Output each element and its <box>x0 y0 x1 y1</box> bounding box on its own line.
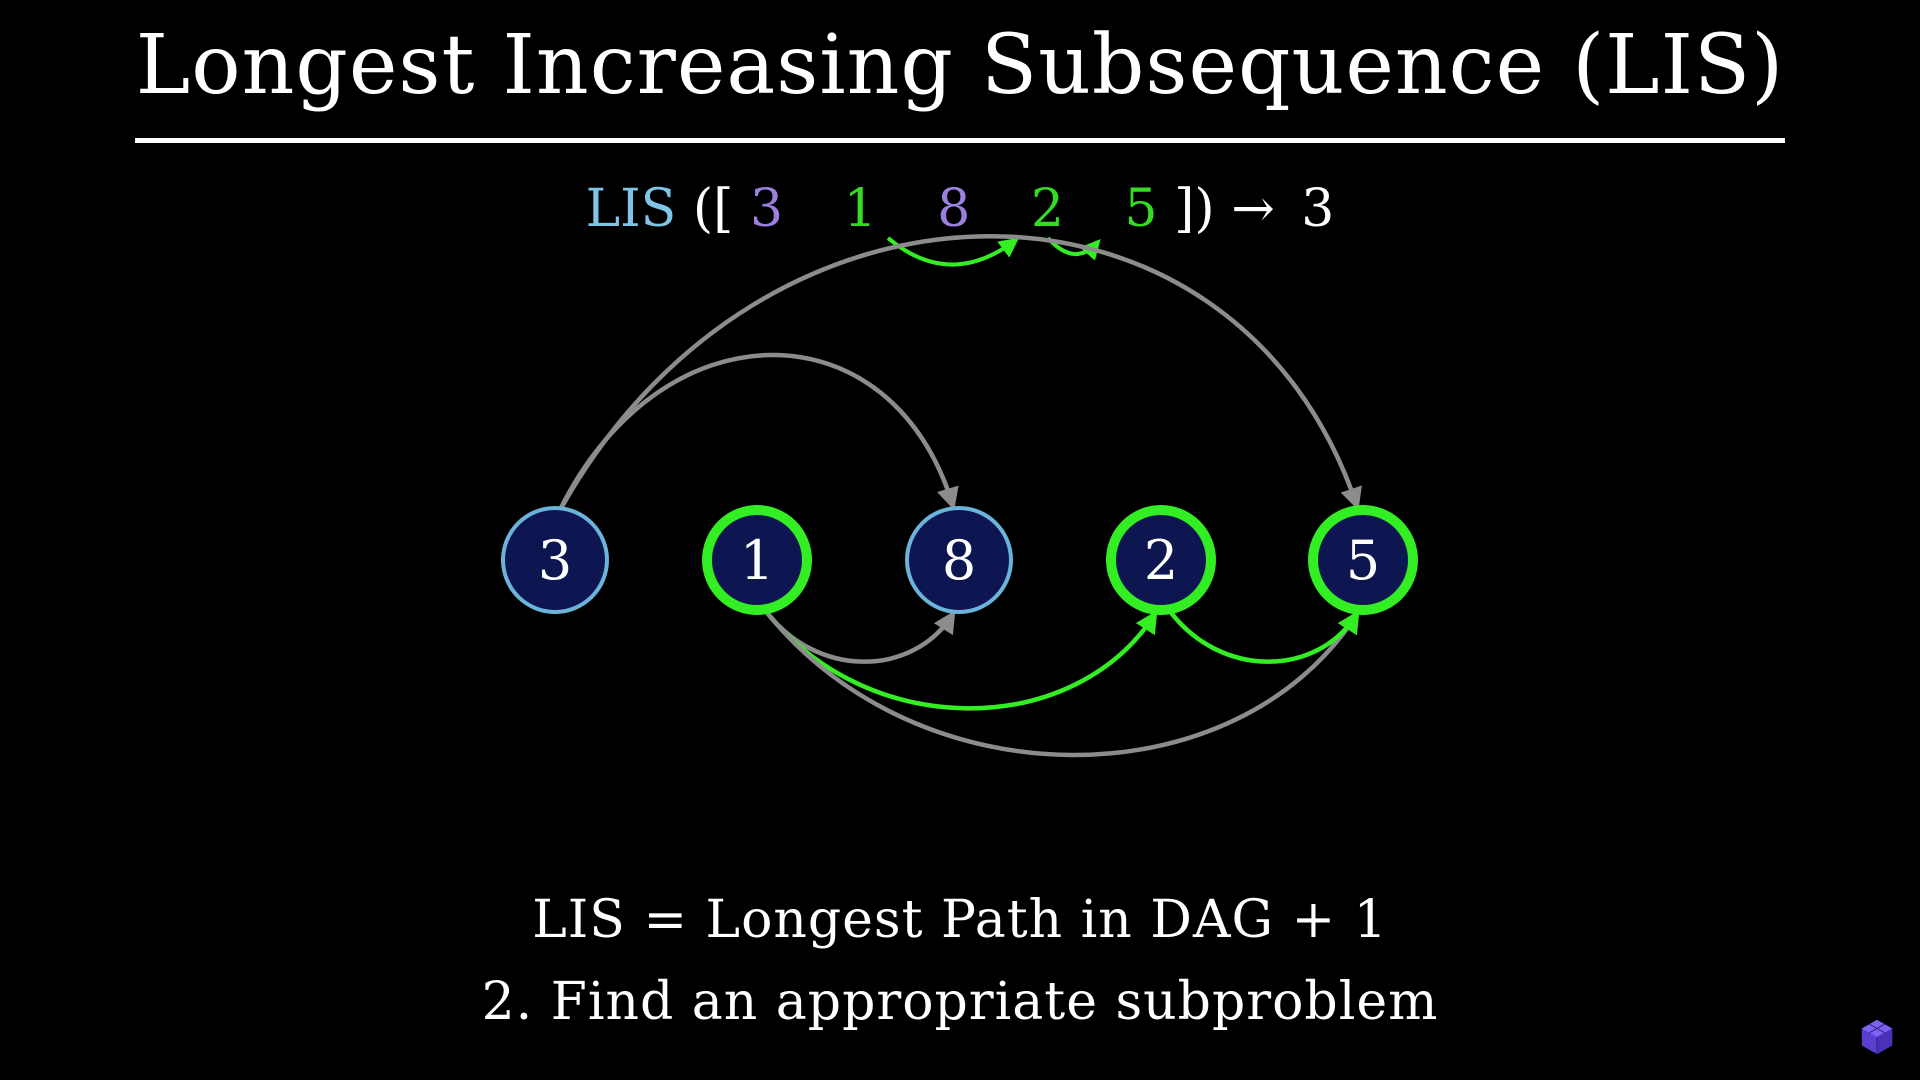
node-8: 8 <box>905 506 1013 614</box>
edge-1-to-2 <box>763 608 1158 711</box>
node-circle <box>702 505 812 615</box>
formula-element-2: 8 <box>937 179 970 239</box>
node-label: 1 <box>740 529 774 592</box>
formula-element-0: 3 <box>750 179 783 239</box>
lis-equation: LIS = Longest Path in DAG + 1 <box>532 890 1388 950</box>
formula-result: 3 <box>1301 179 1334 239</box>
formula-element-4: 5 <box>1124 179 1157 239</box>
node-5: 5 <box>1308 505 1418 615</box>
formula-element-1: 1 <box>844 179 877 239</box>
slide-title: Longest Increasing Subsequence (LIS) <box>135 18 1785 113</box>
edge-3-to-8 <box>556 352 959 513</box>
formula-open-bracket: ([ <box>693 179 734 239</box>
formula-close-bracket: ]) <box>1174 179 1215 239</box>
dag-edges <box>556 233 1362 758</box>
edge-2-to-5 <box>1167 608 1360 664</box>
node-circle <box>501 506 609 614</box>
formula-arc-1-to-2 <box>886 236 1020 267</box>
lis-formula: LIS ([ 3 1 8 2 5 ]) → 3 <box>586 179 1335 239</box>
step-caption: 2. Find an appropriate subproblem <box>481 972 1439 1032</box>
node-label: 5 <box>1346 529 1380 592</box>
node-1: 1 <box>702 505 812 615</box>
formula-element-3: 2 <box>1031 179 1064 239</box>
node-label: 3 <box>538 529 572 592</box>
node-circle <box>1106 505 1216 615</box>
edge-3-to-5 <box>557 233 1362 514</box>
node-circle <box>905 506 1013 614</box>
edge-1-to-5 <box>763 608 1360 758</box>
node-2: 2 <box>1106 505 1216 615</box>
formula-func: LIS <box>586 179 677 239</box>
formula-arrow: → <box>1231 179 1275 239</box>
node-label: 8 <box>942 529 976 592</box>
node-3: 3 <box>501 506 609 614</box>
dag-nodes: 3 1 8 2 5 <box>501 505 1418 615</box>
node-circle <box>1308 505 1418 615</box>
title-divider <box>135 138 1785 143</box>
cube-logo-icon <box>1861 1019 1893 1055</box>
edge-1-to-8 <box>763 608 956 664</box>
node-label: 2 <box>1144 529 1178 592</box>
